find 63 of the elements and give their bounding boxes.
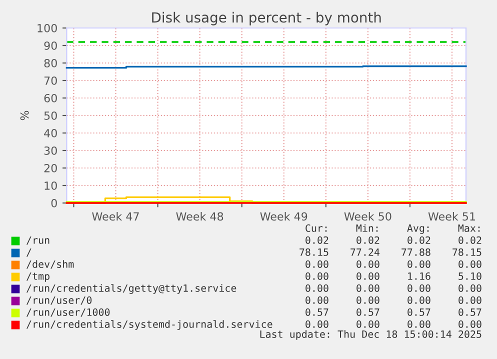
text: 5.10 — [458, 272, 482, 280]
legend-label: /run/user/1000 — [26, 308, 110, 317]
legend-label: /run — [26, 236, 50, 245]
x-tick-label: Week 48 — [176, 212, 224, 221]
x-tick-label: Week 47 — [92, 212, 139, 221]
text: 0.00 — [356, 272, 380, 280]
text: 0.00 — [458, 296, 482, 304]
x-tick-label: Week 51 — [428, 212, 476, 221]
text: 0.57 — [408, 308, 430, 316]
text: 0.00 — [408, 320, 430, 328]
text: Max: — [458, 224, 480, 232]
text: 0.00 — [408, 284, 430, 292]
text: 0.00 — [408, 296, 430, 304]
legend-label: /run/credentials/systemd-journald.service — [26, 320, 272, 330]
y-tick-label: 90 — [44, 41, 57, 50]
text: 1.16 — [408, 272, 430, 280]
y-tick-label: 10 — [44, 181, 57, 190]
y-tick-label: 0 — [51, 198, 57, 208]
text: 0.02 — [408, 236, 430, 244]
text: Avg: — [407, 224, 429, 234]
text: 0.00 — [408, 260, 430, 268]
text: 0.00 — [306, 284, 328, 292]
text: 77.24 — [350, 248, 380, 256]
y-tick-label: 40 — [44, 128, 57, 138]
text: 0.00 — [356, 260, 380, 268]
text: 78.15 — [300, 248, 328, 256]
text: 0.00 — [458, 320, 482, 328]
y-tick-label: 50 — [44, 111, 57, 120]
text: 0.00 — [306, 260, 328, 268]
legend-label: / — [26, 248, 32, 257]
x-tick-label: Week 49 — [260, 212, 308, 221]
text: Cur: — [306, 224, 327, 232]
text: 0.00 — [458, 284, 482, 292]
text: 78.15 — [452, 248, 482, 256]
y-tick-label: 30 — [44, 146, 57, 155]
y-tick-label: 70 — [44, 76, 57, 85]
text: 0.57 — [458, 308, 482, 316]
y-tick-label: 20 — [44, 164, 57, 172]
text: 0.57 — [356, 308, 380, 316]
text: Last update: Thu Dec 18 15:00:14 2025 — [260, 330, 482, 340]
text: 0.00 — [458, 260, 482, 268]
text: 0.02 — [458, 236, 482, 244]
text: 0.57 — [306, 308, 328, 316]
text: 0.00 — [356, 284, 380, 292]
text: 0.02 — [306, 236, 328, 244]
legend-label: /dev/shm — [26, 260, 74, 269]
y-axis-title: % — [20, 110, 29, 120]
text: Min: — [356, 224, 378, 232]
chart-title: Disk usage in percent - by month — [152, 12, 381, 26]
y-tick-label: 100 — [38, 24, 57, 32]
y-tick-label: 80 — [44, 58, 57, 68]
text: 0.00 — [356, 320, 380, 328]
y-tick-label: 60 — [44, 94, 57, 102]
text: 0.00 — [356, 296, 380, 304]
legend-label: /run/user/0 — [26, 296, 92, 305]
text: 0.00 — [306, 272, 328, 280]
text: 77.88 — [402, 248, 430, 256]
x-tick-label: Week 50 — [344, 212, 392, 221]
text: 0.00 — [306, 296, 328, 304]
text: 0.00 — [306, 320, 328, 328]
legend-label: /run/credentials/getty@tty1.service — [26, 284, 236, 294]
text: 0.02 — [356, 236, 380, 244]
legend-label: /tmp — [26, 272, 50, 282]
